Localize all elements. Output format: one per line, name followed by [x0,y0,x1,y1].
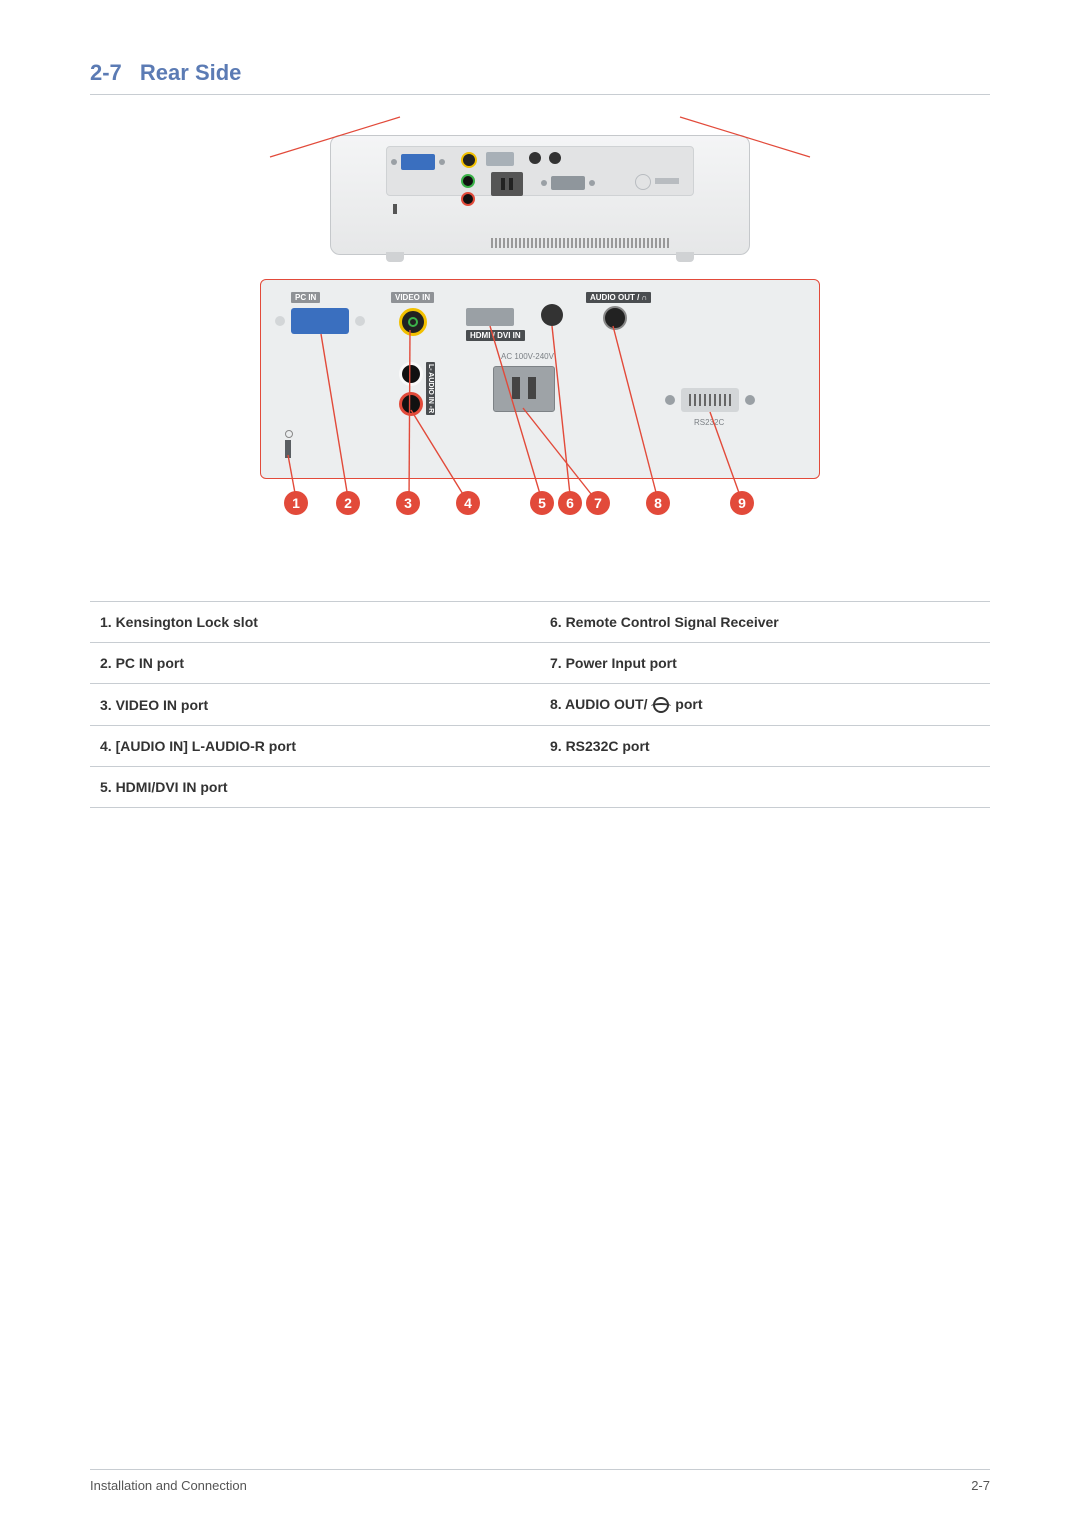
label-ac: AC 100V-240V [501,352,554,361]
vent-icon [491,238,671,248]
audio-out-jack-icon [603,306,627,330]
rca-yellow-icon [461,152,477,168]
ir-receiver-icon [529,152,541,164]
ir-receiver-icon [541,304,563,326]
table-cell-left: 2. PC IN port [90,643,540,684]
callout-badge-6: 6 [558,491,582,515]
label-rs232c: RS232C [694,418,724,427]
footer-left: Installation and Connection [90,1478,247,1493]
side-controls-icon [635,174,681,188]
table-cell-left: 1. Kensington Lock slot [90,602,540,643]
hdmi-port-icon [466,308,514,326]
table-row: 5. HDMI/DVI IN port [90,767,990,808]
page-footer: Installation and Connection 2-7 [90,1469,990,1493]
table-cell-right: 6. Remote Control Signal Receiver [540,602,990,643]
table-cell-left: 4. [AUDIO IN] L-AUDIO-R port [90,726,540,767]
section-number: 2-7 [90,60,122,85]
callout-badge-7: 7 [586,491,610,515]
rca-white-icon [399,362,423,386]
headphone-icon [653,697,669,713]
table-cell-left: 3. VIDEO IN port [90,684,540,726]
callout-badge-5: 5 [530,491,554,515]
rear-side-figure: PC IN VIDEO IN AUDIO OUT / ∩ HDMI / DVI … [260,135,820,521]
serial-port-icon [681,388,739,412]
footer-right: 2-7 [971,1478,990,1493]
label-video-in: VIDEO IN [391,292,434,303]
callout-badge-4: 4 [456,491,480,515]
label-audio-in: L- AUDIO IN -R [426,362,435,415]
rca-red-icon [399,392,423,416]
table-cell-right: 9. RS232C port [540,726,990,767]
section-heading: 2-7 Rear Side [90,60,990,95]
table-cell-left: 5. HDMI/DVI IN port [90,767,540,808]
kensington-slot-icon [285,440,291,458]
hdmi-port-icon [486,152,514,166]
label-hdmi: HDMI / DVI IN [466,330,525,341]
serial-port-icon [551,176,585,190]
audio-jack-icon [549,152,561,164]
table-row: 4. [AUDIO IN] L-AUDIO-R port9. RS232C po… [90,726,990,767]
projector-rear-enlarged: PC IN VIDEO IN AUDIO OUT / ∩ HDMI / DVI … [260,279,820,479]
vga-port-icon [291,308,349,334]
table-row: 2. PC IN port7. Power Input port [90,643,990,684]
projector-rear-small [330,135,750,255]
callout-badges: 1 2 3 4 567 8 9 [260,491,820,521]
ports-reference-table: 1. Kensington Lock slot6. Remote Control… [90,601,990,808]
rca-red-icon [461,192,475,206]
callout-badge-8: 8 [646,491,670,515]
vga-port-icon [401,154,435,170]
section-title-text: Rear Side [140,60,242,85]
rca-white-icon [461,174,475,188]
table-cell-right: 7. Power Input port [540,643,990,684]
rca-yellow-icon [399,308,427,336]
callout-badge-9: 9 [730,491,754,515]
callout-badge-3: 3 [396,491,420,515]
label-audio-out: AUDIO OUT / ∩ [586,292,651,303]
table-cell-right [540,767,990,808]
power-inlet-icon [491,172,523,196]
power-inlet-icon [493,366,555,412]
kensington-slot-icon [393,204,397,214]
callout-badge-2: 2 [336,491,360,515]
label-pc-in: PC IN [291,292,320,303]
callout-badge-1: 1 [284,491,308,515]
table-cell-right: 8. AUDIO OUT/ port [540,684,990,726]
table-row: 3. VIDEO IN port8. AUDIO OUT/ port [90,684,990,726]
table-row: 1. Kensington Lock slot6. Remote Control… [90,602,990,643]
